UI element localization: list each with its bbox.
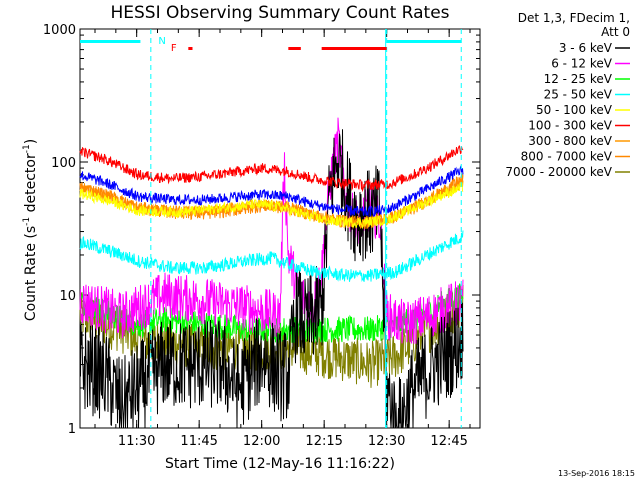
footer-timestamp: 13-Sep-2016 18:15 — [558, 469, 635, 478]
plot-frame — [79, 28, 481, 429]
legend-header-line1: Det 1,3, FDecim 1, — [518, 11, 630, 25]
y-tick-label: 100 — [51, 156, 76, 171]
series-line-5 — [79, 145, 464, 193]
legend-label: 50 - 100 keV — [536, 103, 613, 117]
red-bar — [321, 47, 387, 50]
series-line-4 — [79, 181, 464, 230]
legend-label: 800 - 7000 keV — [521, 150, 613, 164]
series-line-1 — [79, 117, 464, 344]
series-line-0 — [79, 129, 464, 429]
legend-label: 12 - 25 keV — [544, 72, 613, 86]
series-line-blue — [79, 164, 464, 218]
legend-label: 7000 - 20000 keV — [505, 165, 612, 179]
marker-f-label: F — [171, 43, 177, 54]
x-tick-label: 12:45 — [430, 434, 467, 449]
y-tick-label: 1 — [68, 422, 76, 437]
x-axis-label: Start Time (12-May-16 11:16:22) — [165, 456, 395, 472]
red-bar — [288, 47, 301, 50]
y-tick-label: 1000 — [43, 23, 76, 38]
x-tick-label: 12:15 — [305, 434, 342, 449]
legend-label: 25 - 50 keV — [544, 88, 613, 102]
x-tick-label: 12:30 — [368, 434, 405, 449]
red-bar — [188, 47, 193, 50]
series-line-3 — [79, 230, 464, 282]
y-axis-label: Count Rate (s-1 detector-1) — [22, 139, 39, 321]
cyan-bar — [386, 40, 462, 43]
legend-label: 3 - 6 keV — [559, 41, 613, 55]
legend-label: 300 - 800 keV — [528, 134, 612, 148]
chart-title: HESSI Observing Summary Count Rates — [110, 3, 449, 23]
cyan-bar — [80, 40, 141, 43]
legend-label: 100 - 300 keV — [528, 119, 612, 133]
x-tick-label: 12:00 — [243, 434, 280, 449]
marker-n-label: N — [158, 36, 165, 47]
x-tick-label: 11:30 — [118, 434, 155, 449]
x-tick-label: 11:45 — [180, 434, 217, 449]
y-tick-label: 10 — [59, 289, 76, 304]
legend-label: 6 - 12 keV — [551, 57, 613, 71]
legend-header-line2: Att 0 — [601, 25, 630, 39]
